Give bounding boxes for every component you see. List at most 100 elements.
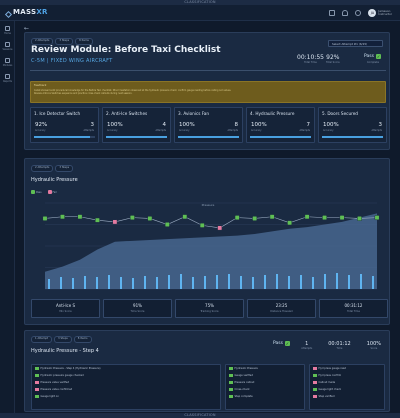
bar bbox=[144, 276, 146, 289]
stat-cards: Anti-Ice S Min Score 91% Time Score 75% Tra… bbox=[31, 299, 388, 318]
list-item[interactable]: Hyd press confirm bbox=[310, 372, 384, 379]
step-card-2[interactable]: 2. Anti-Ice Switches 100% 4 Accuracy Attempt… bbox=[102, 107, 171, 143]
bar bbox=[192, 277, 194, 289]
list-item[interactable]: Hydraulic Pressure bbox=[226, 365, 304, 372]
list-item[interactable]: Step complete bbox=[226, 393, 304, 400]
data-point bbox=[374, 215, 380, 221]
pill-attempts: 1 Attempt bbox=[31, 336, 53, 343]
data-point bbox=[60, 214, 65, 220]
sidebar-item-modules[interactable]: Modules bbox=[0, 56, 15, 69]
module-pills: 2 Attempts 3 Steps 8 Items bbox=[31, 38, 93, 45]
chat-icon[interactable] bbox=[329, 10, 336, 16]
bell-icon[interactable] bbox=[342, 10, 349, 16]
bar bbox=[228, 274, 230, 289]
pill-attempts: 2 Attempts bbox=[31, 165, 54, 172]
step-card-1[interactable]: 1. Ice Detector Switch 92% 3 Accuracy Attemp… bbox=[30, 107, 99, 143]
kpi-time: 00:01:12 Time bbox=[328, 341, 351, 350]
bar bbox=[240, 276, 242, 289]
settings-icon[interactable] bbox=[355, 10, 362, 16]
bar bbox=[96, 277, 98, 289]
chart-pills: 2 Attempts 3 Steps bbox=[31, 165, 74, 172]
kpi-attempts: 1 Attempts bbox=[301, 341, 313, 350]
bar bbox=[288, 276, 290, 289]
chart-panel: 2 Attempts 3 Steps Hydraulic Pressure Pa… bbox=[24, 158, 390, 325]
attempt-select[interactable]: Select Attempt #1 (6/15) bbox=[328, 40, 383, 47]
data-point bbox=[287, 220, 293, 226]
bar bbox=[276, 274, 278, 289]
bar bbox=[336, 273, 338, 289]
bar bbox=[216, 275, 218, 289]
list-item[interactable]: Pressure value verified bbox=[32, 379, 220, 386]
items-list-c: Hyd press gauge read Hyd press confirm C… bbox=[309, 364, 385, 410]
bar bbox=[168, 275, 170, 289]
pill-items: 8 Items bbox=[73, 336, 92, 343]
data-point bbox=[234, 215, 240, 221]
sidebar-item-sessions[interactable]: Sessions bbox=[0, 40, 15, 53]
pill-items: 8 Items bbox=[75, 38, 93, 45]
kpi-score: 100% Score bbox=[366, 341, 381, 350]
bar bbox=[84, 276, 86, 289]
bar bbox=[180, 274, 182, 289]
list-item[interactable]: Gauge light check bbox=[310, 386, 384, 393]
page-title: Review Module: Before Taxi Checklist bbox=[31, 45, 221, 55]
bar bbox=[312, 277, 314, 289]
pill-steps: 3 Steps bbox=[55, 165, 74, 172]
bar bbox=[324, 274, 326, 289]
list-item[interactable]: Hyd press gauge read bbox=[310, 365, 384, 372]
legend-pass[interactable]: Pass bbox=[31, 190, 42, 194]
divider bbox=[30, 70, 386, 71]
list-item[interactable]: Gauge verified bbox=[226, 372, 304, 379]
data-point bbox=[357, 216, 362, 221]
list-item[interactable]: Pressure value confirmed bbox=[32, 386, 220, 393]
bar bbox=[60, 277, 62, 289]
list-item[interactable]: Step verified bbox=[310, 393, 384, 400]
brand-main: MASS bbox=[13, 8, 37, 16]
list-item[interactable]: Pressure callout bbox=[226, 379, 304, 386]
list-item[interactable]: Gauge light on bbox=[32, 393, 220, 400]
pass-status: Pass ✓ bbox=[364, 54, 381, 59]
pill-steps: 3 Steps bbox=[54, 336, 72, 343]
brand-accent: XR bbox=[36, 8, 48, 16]
list-item[interactable]: Hydraulic Pressure - Step 4 (Hydraulic P… bbox=[32, 365, 220, 372]
list-item[interactable]: Cross-check bbox=[226, 386, 304, 393]
data-point bbox=[217, 225, 223, 231]
data-point bbox=[269, 214, 275, 220]
user-role: Instructor bbox=[378, 12, 392, 16]
back-arrow-icon[interactable]: ← bbox=[24, 25, 30, 32]
classification-banner-bottom: CLASSIFICATION bbox=[0, 413, 400, 418]
user-name: Jameson bbox=[378, 8, 391, 13]
list-item[interactable]: Hydraulic pressure gauge checked bbox=[32, 372, 220, 379]
bar bbox=[348, 275, 350, 289]
step-card-3[interactable]: 3. Avionics Fan 100% 8 Accuracy Attempts bbox=[174, 107, 243, 143]
data-point bbox=[42, 216, 48, 221]
sessions-icon bbox=[5, 42, 10, 47]
data-point bbox=[77, 214, 83, 220]
status-label: Complete bbox=[366, 61, 379, 64]
data-point bbox=[322, 215, 328, 221]
bar bbox=[372, 276, 374, 289]
sidebar-item-reports[interactable]: Reports bbox=[0, 72, 15, 85]
data-point bbox=[147, 216, 153, 221]
data-point bbox=[252, 216, 258, 221]
reports-icon bbox=[5, 74, 10, 79]
stat-card: 23:25 Distance Traveled bbox=[247, 299, 316, 318]
step-card-4[interactable]: 4. Hydraulic Pressure 100% 7 Accuracy Attemp… bbox=[246, 107, 315, 143]
list-item[interactable]: Callout made bbox=[310, 379, 384, 386]
legend-fail[interactable]: Fail bbox=[47, 190, 57, 194]
user-menu[interactable]: JA Jameson Instructor bbox=[368, 9, 392, 17]
avatar: JA bbox=[368, 9, 377, 17]
top-bar: MASSXR JA Jameson Instructor bbox=[0, 5, 400, 21]
step-title: Hydraulic Pressure - Step 4 bbox=[31, 348, 99, 354]
stat-card: 00:31:12 Total Time bbox=[319, 299, 388, 318]
app-logo[interactable]: MASSXR bbox=[4, 8, 48, 19]
line-series bbox=[44, 216, 378, 229]
bar bbox=[300, 275, 302, 289]
step-detail-panel: 1 Attempt 3 Steps 8 Items Hydraulic Pres… bbox=[24, 330, 390, 412]
stat-card: 91% Time Score bbox=[103, 299, 172, 318]
center-label: Pressure bbox=[202, 203, 215, 207]
step-card-5[interactable]: 5. Doors Secured 100% 3 Accuracy Attempts bbox=[318, 107, 387, 143]
feedback-body-1: Cadet showed solid procedural knowledge … bbox=[34, 89, 232, 92]
sidebar-item-home[interactable]: Home bbox=[0, 24, 15, 37]
modules-icon bbox=[5, 58, 10, 63]
data-point bbox=[182, 214, 188, 220]
